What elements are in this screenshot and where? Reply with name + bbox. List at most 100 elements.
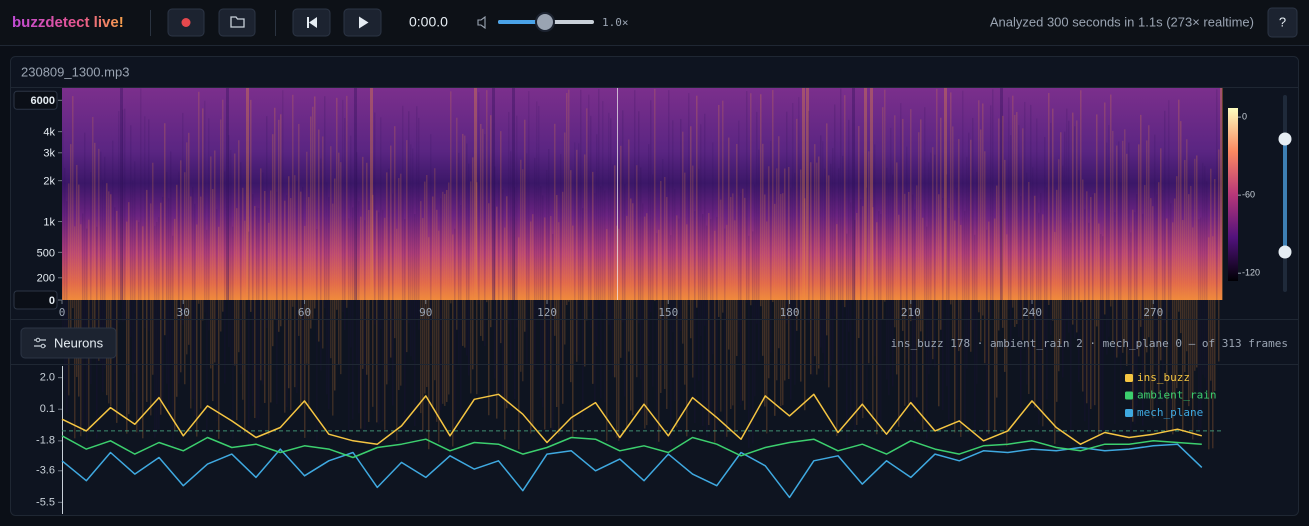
spectrogram-texture (1176, 176, 1178, 389)
spectrogram-texture (1026, 172, 1028, 385)
spectrogram-texture (904, 193, 906, 406)
range-input[interactable] (13, 90, 58, 110)
spectrogram-texture (380, 117, 382, 330)
help-label: ? (1279, 14, 1286, 29)
spectrogram-texture (632, 203, 634, 416)
spectrogram-texture (842, 155, 844, 368)
spectrogram-texture (1210, 168, 1212, 381)
spectrogram-texture (622, 110, 624, 323)
spectrogram-texture (452, 234, 454, 447)
spectrogram-texture (806, 88, 809, 300)
spectrogram-texture (696, 95, 698, 308)
spectrogram-texture (360, 216, 362, 429)
spectrogram-texture (1020, 196, 1022, 409)
spectrogram-texture (216, 209, 218, 422)
prev-button[interactable] (292, 8, 331, 37)
spectrogram-texture (122, 109, 124, 322)
spectrogram-texture (1170, 203, 1172, 416)
spectrogram-texture (414, 214, 416, 427)
spectrogram-texture (536, 101, 538, 314)
spectrogram-texture (990, 105, 992, 318)
spectrogram-texture (906, 146, 908, 359)
spectrogram-texture (608, 112, 610, 325)
spectrogram-texture (1084, 209, 1086, 422)
spectrogram-texture (226, 88, 229, 300)
spectrogram-texture (1018, 125, 1020, 338)
spectrogram-texture (156, 221, 158, 434)
spectrogram-texture (478, 92, 480, 305)
legend-swatch (1125, 374, 1133, 382)
spectrogram-texture (218, 226, 220, 439)
spectrogram-texture (158, 217, 160, 430)
open-button[interactable] (218, 8, 256, 37)
spectrogram-texture (188, 132, 190, 345)
spectrogram-texture (624, 184, 626, 397)
spectrogram-texture (326, 182, 328, 395)
spectrogram-texture (300, 191, 302, 404)
spectrogram-texture (974, 234, 976, 447)
y-tick-label: 1k (43, 216, 55, 228)
spectrogram-texture (770, 140, 772, 353)
spectrogram-texture (682, 131, 684, 344)
spectrogram-texture (868, 151, 870, 364)
spectrogram-texture (186, 142, 188, 355)
volume-slider[interactable] (498, 12, 594, 32)
spectrogram-texture (228, 135, 230, 348)
spectrogram-texture (70, 144, 72, 357)
spectrogram-texture (968, 132, 970, 345)
spectrogram-texture (736, 143, 738, 356)
y-tick-label: 2.0 (40, 372, 55, 384)
spectrogram-texture (170, 151, 172, 364)
spectrogram-texture (284, 200, 286, 413)
spectrogram-texture (920, 119, 922, 332)
y-tick-label: -3.6 (36, 465, 55, 477)
spectrogram-texture (896, 162, 898, 375)
spectrogram-texture (292, 94, 294, 307)
record-button[interactable] (167, 8, 205, 37)
help-button[interactable]: ? (1267, 7, 1298, 38)
spectrogram-texture (1052, 108, 1054, 321)
range-slider[interactable] (1278, 95, 1292, 292)
spectrogram-texture (72, 96, 74, 309)
spectrogram-texture (852, 88, 855, 300)
spectrogram-texture (740, 193, 742, 406)
spectrogram-texture (938, 194, 940, 407)
spectrogram-texture (756, 111, 758, 324)
spectrogram-texture (1072, 112, 1074, 325)
spectrogram-texture (578, 143, 580, 356)
spectrogram-texture (530, 221, 532, 434)
x-tick-label: 120 (537, 306, 557, 319)
spectrogram-texture (1088, 222, 1090, 435)
neurons-button[interactable]: Neurons (20, 327, 117, 359)
spectrogram-texture (1186, 139, 1188, 352)
spectrogram-texture (308, 197, 310, 410)
spectrogram-texture (760, 94, 762, 307)
spectrogram-texture (854, 220, 856, 433)
spectrogram-texture (988, 221, 990, 434)
spectrogram-texture (984, 151, 986, 364)
spectrogram-texture (346, 95, 348, 308)
spectrogram-texture (630, 198, 632, 411)
spectrogram-texture (1122, 140, 1124, 353)
spectrogram-texture (826, 123, 828, 336)
spectrogram-texture (566, 93, 568, 306)
spectrogram-texture (1220, 88, 1223, 300)
spectrogram-texture (394, 126, 396, 339)
spectrogram-texture (526, 153, 528, 366)
spectrogram-texture (200, 196, 202, 409)
spectrogram-texture (254, 206, 256, 419)
spectrogram-texture (1218, 149, 1220, 362)
spectrogram-texture (154, 225, 156, 438)
spectrogram-texture (1140, 114, 1142, 327)
spectrogram-texture (750, 93, 752, 306)
range-input[interactable] (13, 290, 58, 310)
spectrogram-texture (782, 193, 784, 406)
spectrogram-texture (1182, 220, 1184, 433)
spectrogram-texture (994, 218, 996, 431)
spectrogram-texture (802, 88, 805, 300)
spectrogram-texture (470, 181, 472, 394)
spectrogram-texture (872, 207, 874, 420)
spectrogram-texture (600, 186, 602, 399)
spectrogram-texture (420, 201, 422, 414)
play-button[interactable] (343, 8, 382, 37)
